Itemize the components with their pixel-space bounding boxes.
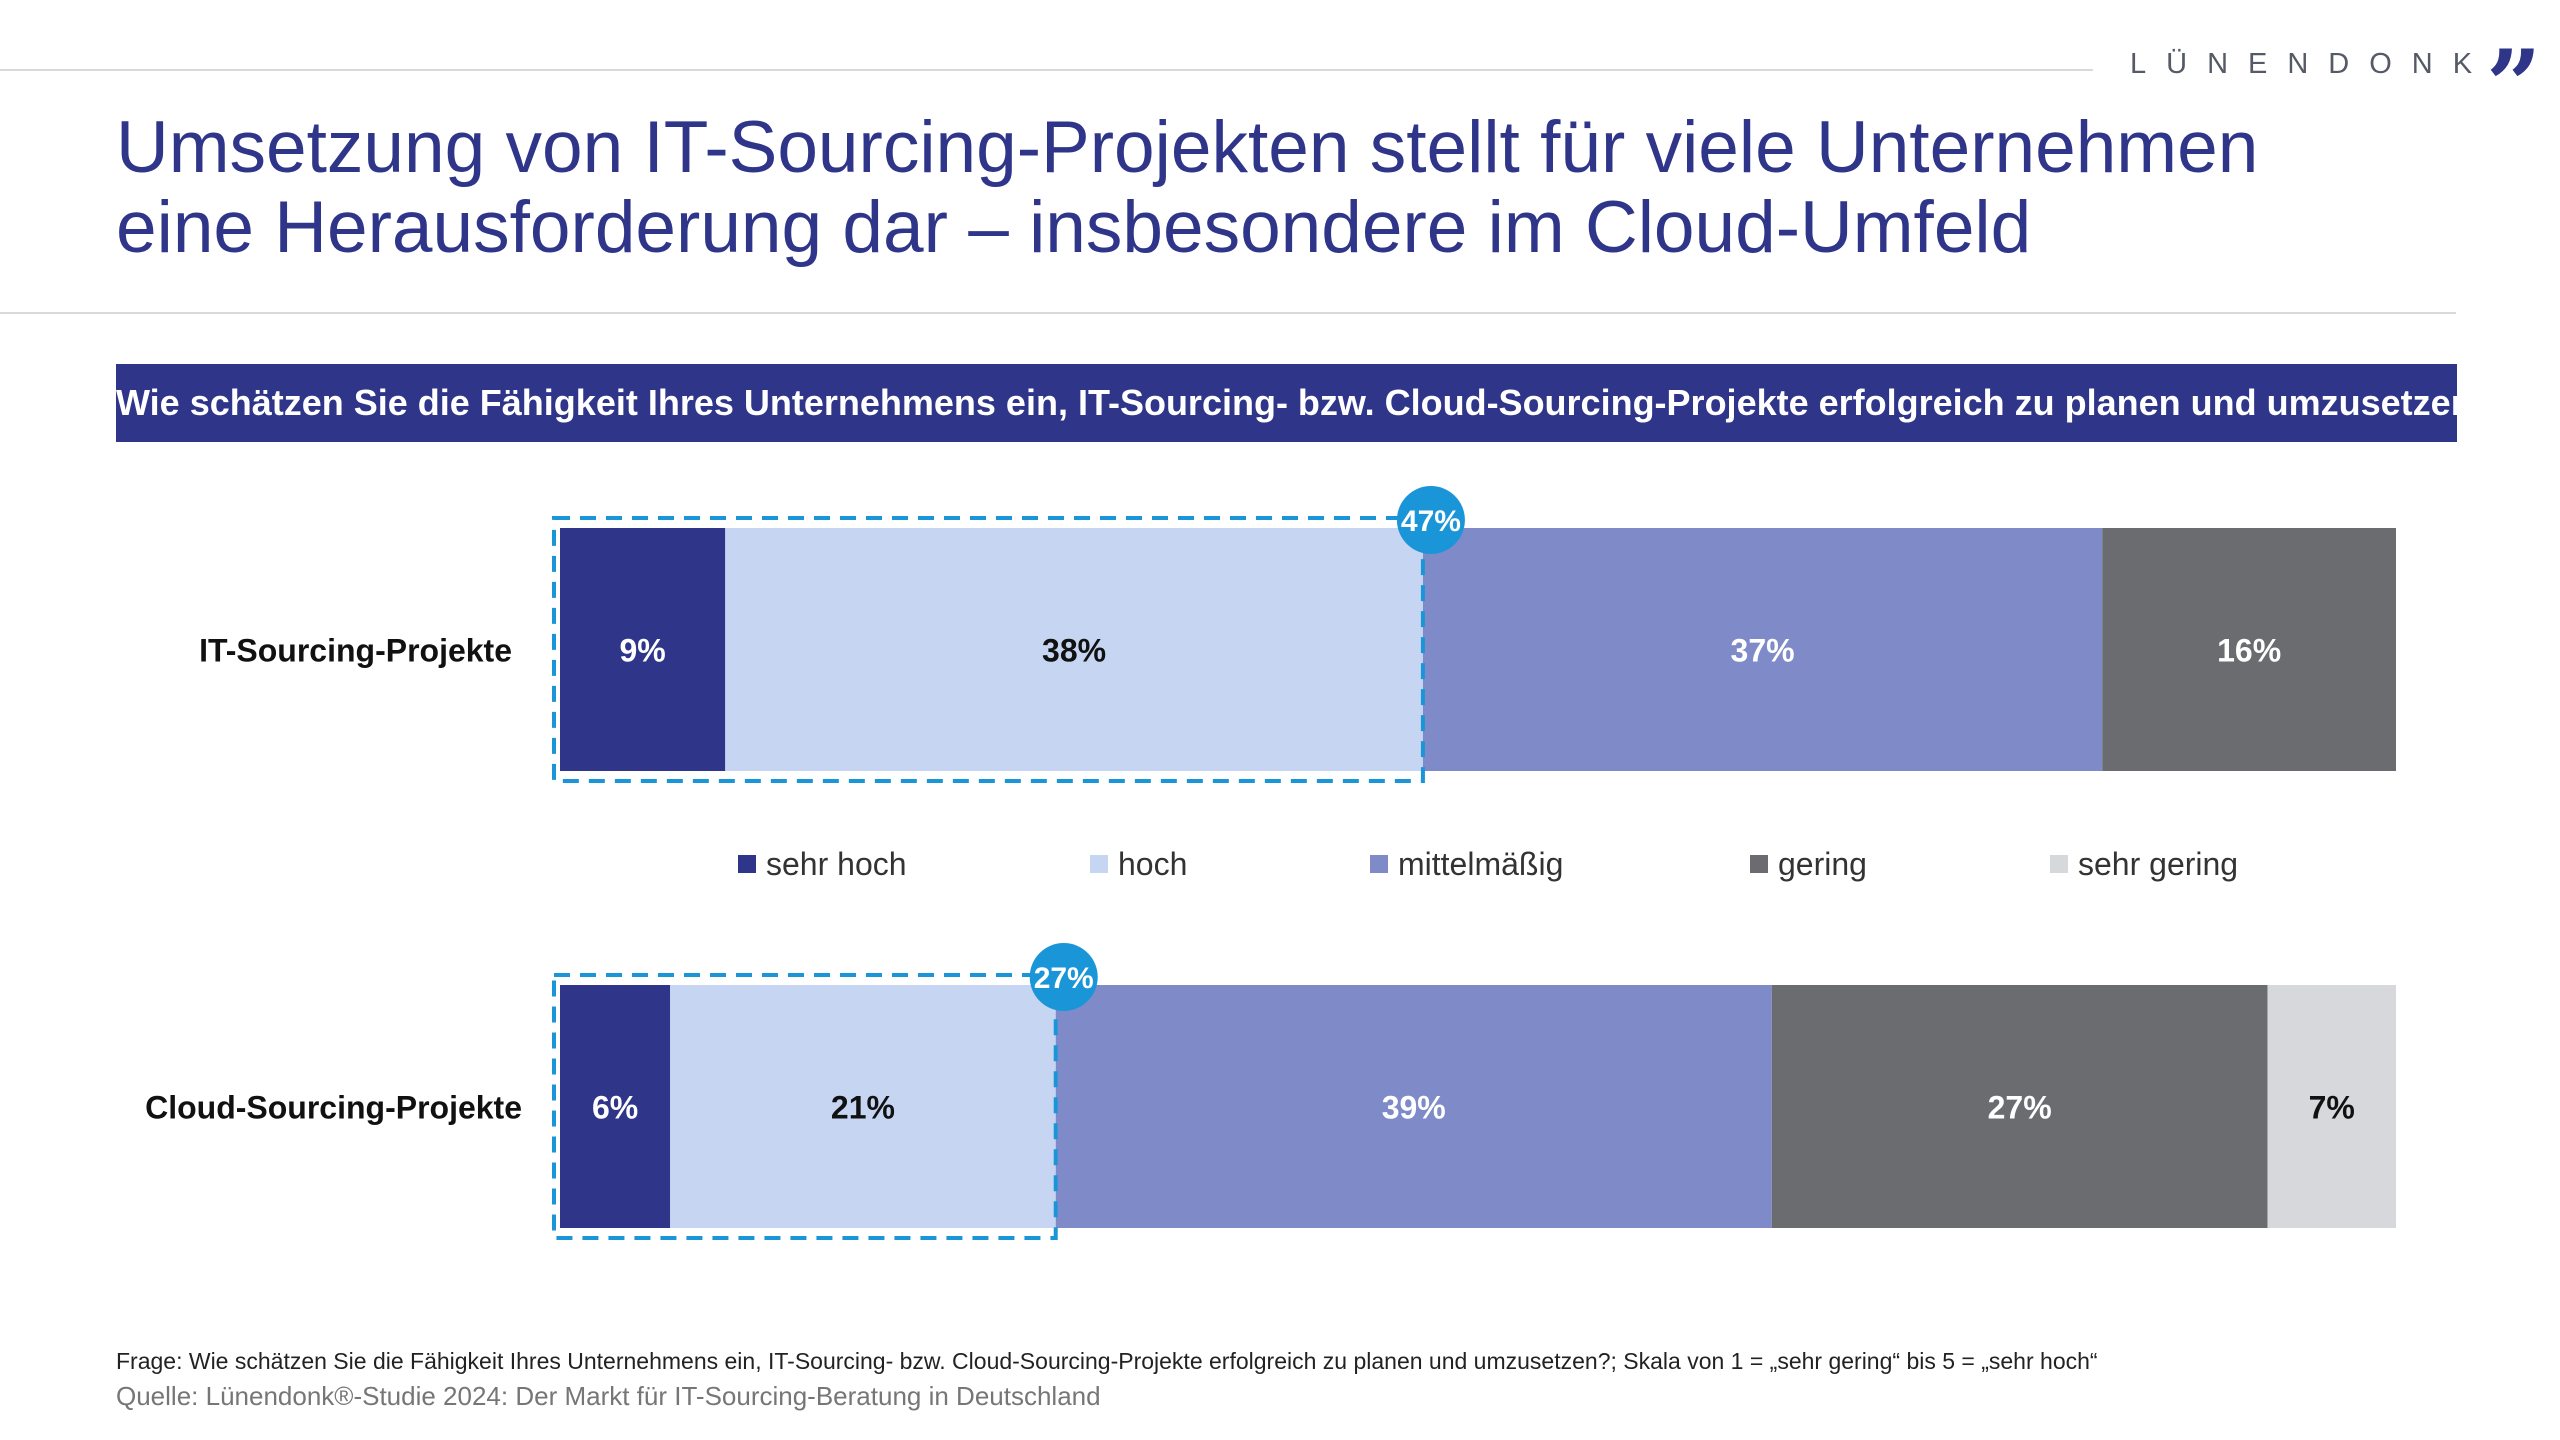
highlight-badge-label: 47% [1401, 505, 1461, 538]
bar-segment-mittelmäßig [1422, 528, 2103, 771]
title-divider [0, 312, 2456, 314]
legend-swatch [1090, 855, 1108, 873]
data-label: 37% [1731, 633, 1795, 669]
legend-swatch [1750, 855, 1768, 873]
footer-source: Quelle: Lünendonk®-Studie 2024: Der Mark… [116, 1381, 1101, 1411]
bar-segment-mittelmäßig [1055, 985, 1772, 1228]
data-label: 16% [2217, 633, 2281, 669]
bar-segment-sehr-gering [2267, 985, 2396, 1228]
quote-mark-icon: ” [2486, 29, 2542, 142]
legend-item-hoch: hoch [1090, 842, 1187, 886]
legend-label: sehr hoch [766, 846, 907, 882]
top-divider [0, 69, 2093, 71]
highlight-box [552, 973, 1058, 1240]
legend-label: mittelmäßig [1398, 846, 1564, 882]
data-label: 27% [1988, 1090, 2052, 1126]
brand-logo: LÜNENDONK ” [2130, 38, 2541, 134]
legend-label: gering [1778, 846, 1867, 882]
chart-legend: sehr hoch hoch mittelmäßig gering sehr gerin… [0, 842, 2560, 886]
page-title-line-2: eine Herausforderung dar – insbesondere … [116, 187, 2032, 268]
legend-label: hoch [1118, 846, 1188, 882]
question-banner: Wie schätzen Sie die Fähigkeit Ihres Unt… [116, 364, 2495, 442]
legend-label: sehr gering [2078, 846, 2239, 882]
highlight-badge [1396, 486, 1465, 554]
legend-swatch [1370, 855, 1388, 873]
legend-item-sehr-hoch: sehr hoch [738, 842, 907, 886]
category-label: Cloud-Sourcing-Projekte [145, 1090, 522, 1126]
bar-segment-gering [1771, 985, 2268, 1228]
bar-segment-hoch [725, 528, 1423, 771]
bar-segment-sehr-hoch [560, 985, 671, 1228]
legend-swatch [2050, 855, 2068, 873]
page-title-line-1: Umsetzung von IT-Sourcing-Projekten stel… [116, 107, 2259, 188]
bar-segment-sehr-hoch [560, 528, 726, 771]
highlight-badge [1029, 943, 1098, 1011]
legend-item-gering: gering [1750, 842, 1867, 886]
data-label: 21% [831, 1090, 895, 1126]
data-label: 39% [1382, 1090, 1446, 1126]
page-title: Umsetzung von IT-Sourcing-Projekten stel… [116, 108, 2416, 268]
category-label: IT-Sourcing-Projekte [199, 633, 512, 669]
bar-segment-gering [2102, 528, 2396, 771]
data-label: 6% [592, 1090, 638, 1126]
data-label: 9% [619, 633, 665, 669]
footer-question: Frage: Wie schätzen Sie die Fähigkeit Ih… [116, 1348, 2098, 1374]
bar-segment-hoch [670, 985, 1056, 1228]
highlight-box [552, 516, 1425, 783]
data-label: 38% [1042, 633, 1106, 669]
legend-item-mittelmäßig: mittelmäßig [1370, 842, 1563, 886]
legend-item-sehr-gering: sehr gering [2050, 842, 2238, 886]
highlight-badge-label: 27% [1034, 962, 1094, 995]
brand-name: LÜNENDONK [2130, 48, 2493, 80]
legend-swatch [738, 855, 756, 873]
data-label: 7% [2309, 1090, 2355, 1126]
